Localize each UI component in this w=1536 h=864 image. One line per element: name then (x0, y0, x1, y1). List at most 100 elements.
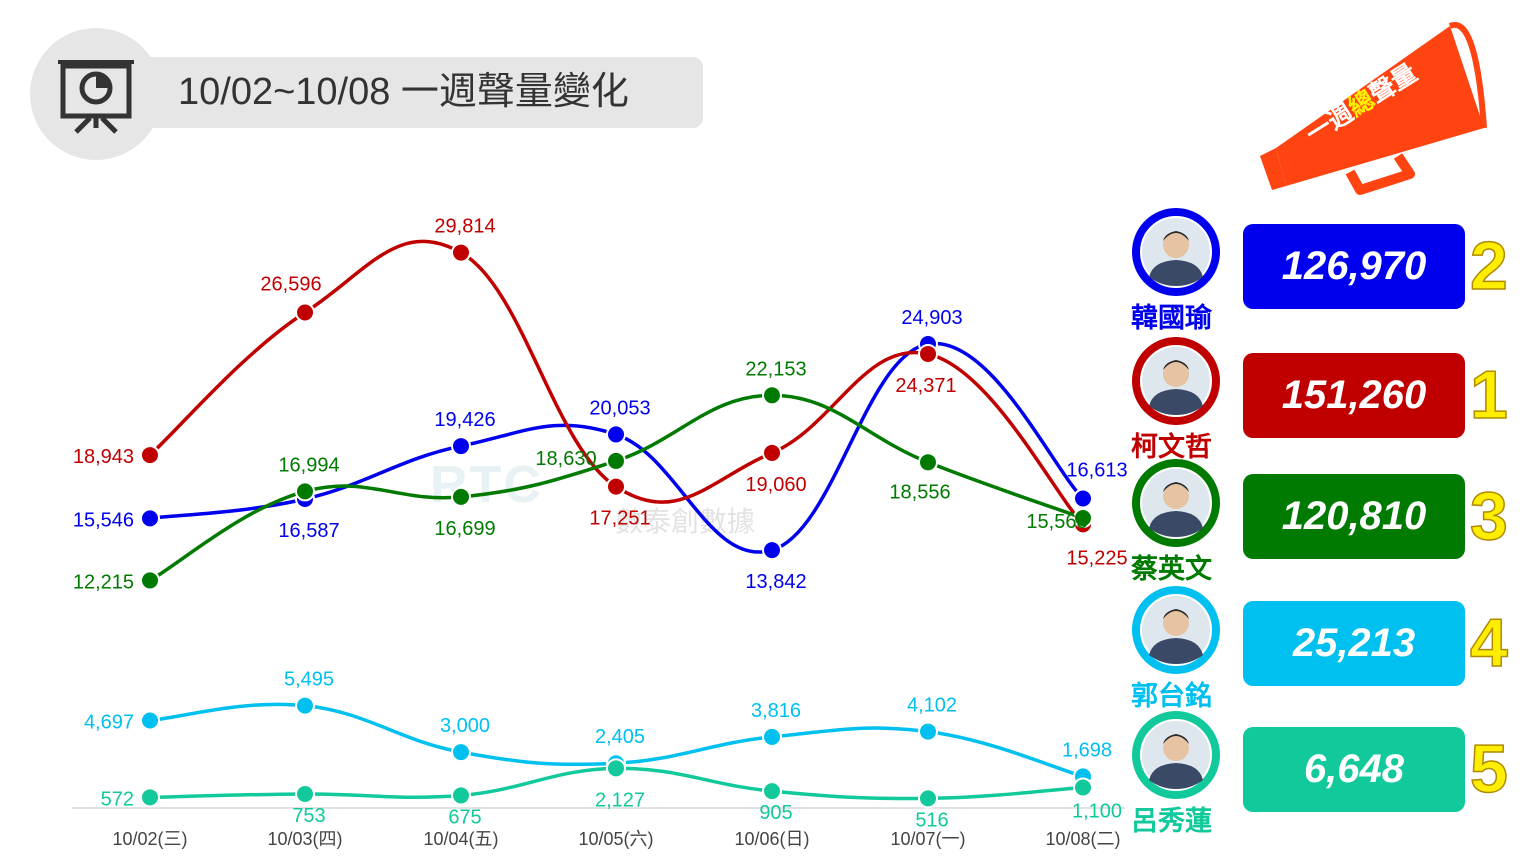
data-point (606, 450, 626, 471)
rank-number: 5 (1469, 731, 1508, 807)
data-point (1073, 777, 1093, 798)
page-title: 10/02~10/08 一週聲量變化 (178, 71, 629, 113)
data-label: 19,060 (745, 474, 806, 496)
data-point (140, 570, 160, 591)
data-label: 18,556 (889, 481, 950, 503)
data-label: 516 (915, 809, 948, 831)
candidate-name: 韓國瑜 (1131, 303, 1212, 333)
portrait-han-icon (1132, 208, 1220, 296)
data-label: 22,153 (745, 358, 806, 380)
total-volume-value: 6,648 (1303, 747, 1405, 791)
data-label: 18,630 (535, 448, 596, 470)
data-point (451, 486, 471, 507)
header-icon-badge (30, 28, 162, 160)
data-point (918, 721, 938, 742)
rank-number: 1 (1469, 357, 1508, 433)
data-point (451, 785, 471, 806)
header-bar (110, 57, 703, 128)
data-label: 16,994 (278, 454, 339, 476)
series-2: 18,943 26,596 29,814 17,251 19,060 24,371 15,2… (73, 216, 1128, 570)
x-tick-label: 10/04(五) (423, 829, 498, 849)
data-label: 905 (759, 802, 792, 824)
candidate-name: 呂秀蓮 (1131, 806, 1212, 836)
total-volume-box: 126,970 (1243, 224, 1465, 309)
rank-number: 3 (1469, 478, 1508, 554)
megaphone-icon (1260, 21, 1487, 195)
data-label: 13,842 (745, 571, 806, 593)
total-volume-box: 6,648 (1243, 727, 1465, 812)
data-label: 4,697 (84, 711, 134, 733)
data-label: 3,816 (751, 700, 801, 722)
data-label: 4,102 (907, 695, 957, 717)
series-5: 572 753 675 2,127 905 516 1,100 (101, 758, 1122, 831)
total-volume-value: 25,213 (1292, 621, 1416, 665)
series-1: 15,546 16,587 19,426 20,053 13,842 24,903 16,6… (73, 307, 1128, 593)
total-volume-box: 120,810 (1243, 474, 1465, 559)
data-point (451, 436, 471, 457)
data-point (918, 343, 938, 364)
data-label: 2,127 (595, 789, 645, 811)
series-3: 12,215 16,994 16,699 18,630 22,153 18,556 15,5… (73, 358, 1093, 593)
data-label: 5,495 (284, 669, 334, 691)
watermark-logo: RTC (430, 456, 543, 514)
data-point (140, 508, 160, 529)
x-tick-label: 10/05(六) (578, 829, 653, 849)
data-point (606, 476, 626, 497)
data-label: 19,426 (434, 409, 495, 431)
data-point (918, 788, 938, 809)
data-point (140, 710, 160, 731)
data-label: 675 (448, 806, 481, 828)
candidate-name: 郭台銘 (1131, 681, 1212, 711)
data-point (295, 695, 315, 716)
total-volume-box: 151,260 (1243, 353, 1465, 438)
data-point (140, 445, 160, 466)
portrait-ko-icon (1132, 337, 1220, 425)
data-point (606, 424, 626, 445)
data-point (762, 726, 782, 747)
data-label: 3,000 (440, 715, 490, 737)
data-label: 572 (101, 788, 134, 810)
rank-number: 2 (1469, 228, 1508, 304)
data-label: 2,405 (595, 726, 645, 748)
data-label: 16,699 (434, 518, 495, 540)
data-label: 18,943 (73, 446, 134, 468)
data-point (918, 452, 938, 473)
data-label: 16,587 (278, 520, 339, 542)
data-point (762, 385, 782, 406)
data-label: 24,371 (895, 375, 956, 397)
portrait-tsai-icon (1132, 459, 1220, 547)
data-label: 12,215 (73, 571, 134, 593)
data-label: 15,225 (1066, 547, 1127, 569)
data-point (140, 787, 160, 808)
data-point (295, 481, 315, 502)
watermark-text: 數泰創數據 (615, 506, 756, 537)
data-label: 15,546 (73, 509, 134, 531)
presentation-chart-icon (58, 60, 134, 134)
x-tick-label: 10/02(三) (112, 829, 187, 849)
data-label: 24,903 (901, 307, 962, 329)
data-label: 20,053 (589, 397, 650, 419)
data-label: 26,596 (260, 274, 321, 296)
data-label: 17,251 (589, 508, 650, 530)
x-tick-label: 10/06(日) (734, 829, 809, 849)
data-point (295, 783, 315, 804)
x-tick-label: 10/03(四) (267, 829, 342, 849)
data-label: 29,814 (434, 216, 495, 238)
data-label: 753 (292, 805, 325, 827)
data-label: 1,698 (1062, 739, 1112, 761)
data-point (1073, 508, 1093, 529)
x-tick-label: 10/08(二) (1045, 829, 1120, 849)
portrait-lu-icon (1132, 711, 1220, 799)
data-label: 1,100 (1072, 801, 1122, 823)
candidate-name: 柯文哲 (1131, 432, 1212, 462)
data-label: 15,563 (1026, 511, 1087, 533)
data-point (762, 442, 782, 463)
data-point (295, 302, 315, 323)
data-point (762, 540, 782, 561)
total-volume-box: 25,213 (1243, 601, 1465, 686)
candidate-name: 蔡英文 (1131, 554, 1212, 584)
x-tick-label: 10/07(一) (890, 829, 965, 849)
total-volume-value: 120,810 (1281, 494, 1427, 538)
total-volume-value: 126,970 (1281, 244, 1427, 288)
